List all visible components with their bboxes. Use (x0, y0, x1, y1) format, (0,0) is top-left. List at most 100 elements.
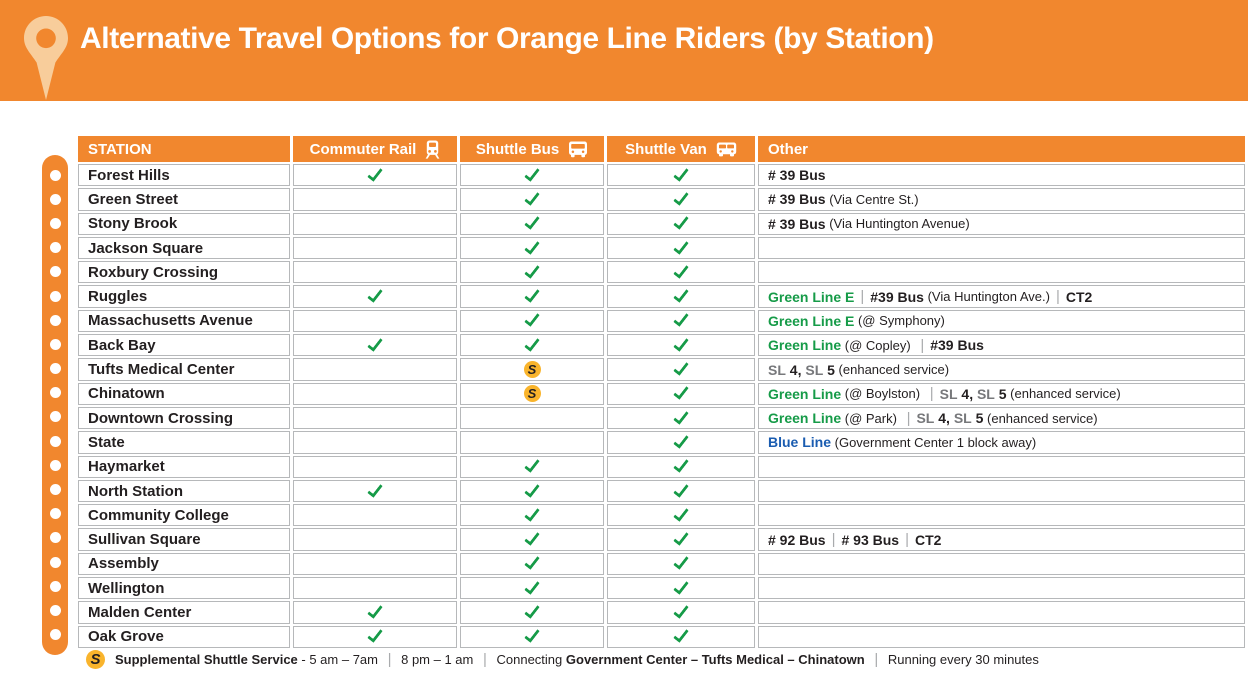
text-segment: SL (805, 361, 824, 378)
check-icon (673, 626, 689, 644)
shuttle-bus-cell (460, 528, 604, 551)
commuter-rail-cell (293, 431, 457, 454)
shuttle-bus-cell (460, 431, 604, 454)
shuttle-van-cell (607, 382, 755, 405)
station-name-cell: Jackson Square (78, 236, 290, 260)
commuter-rail-cell (293, 455, 457, 478)
row-dot (49, 629, 61, 641)
text-segment: Supplemental Shuttle Service (115, 652, 298, 667)
text-segment: , (797, 361, 806, 378)
station-name-cell: Roxbury Crossing (78, 261, 290, 284)
check-icon (367, 286, 383, 303)
station-name-cell: State (78, 431, 290, 454)
column-header-commuter-rail: Commuter Rail (293, 136, 457, 162)
text-segment: Green Line E (768, 312, 855, 329)
commuter-rail-cell (293, 382, 457, 405)
row-dot (49, 411, 61, 423)
other-options-cell: Blue Line (Government Center 1 block awa… (758, 431, 1245, 454)
text-segment: Green Line E (768, 288, 855, 305)
column-header-shuttle-bus: Shuttle Bus (460, 136, 604, 162)
check-icon (673, 529, 689, 546)
bus-icon (569, 141, 588, 157)
shuttle-bus-cell (460, 334, 604, 357)
row-dot (49, 580, 61, 592)
check-icon (673, 480, 689, 498)
shuttle-bus-cell (460, 188, 604, 211)
separator: | (905, 531, 909, 549)
row-dot (49, 290, 61, 302)
shuttle-van-cell (607, 236, 755, 260)
check-icon (524, 626, 540, 644)
other-options-cell: Green Line E | #39 Bus (Via Huntington Ave… (758, 285, 1245, 308)
station-name-cell: Chinatown (78, 382, 290, 405)
text-segment: # 93 Bus (841, 531, 900, 548)
train-icon (425, 140, 440, 159)
text-segment: #39 Bus (930, 337, 984, 354)
shuttle-van-cell (607, 188, 755, 211)
check-icon (673, 456, 689, 474)
supplemental-shuttle-legend-text: Supplemental Shuttle Service - 5 am – 7a… (115, 651, 1039, 668)
other-options-cell (758, 236, 1245, 260)
supplemental-shuttle-badge-icon: S (523, 385, 541, 403)
row-dot (49, 532, 61, 544)
text-segment: # 39 Bus (768, 215, 826, 232)
shuttle-bus-cell (460, 455, 604, 478)
station-name-cell: Assembly (78, 552, 290, 576)
shuttle-bus-cell (460, 212, 604, 235)
text-segment: # 39 Bus (768, 167, 826, 184)
check-icon (524, 480, 540, 498)
other-options-cell: Green Line (@ Boylston) | SL 4, SL 5 (enh… (758, 382, 1245, 405)
commuter-rail-cell (293, 309, 457, 333)
text-segment: 5 (971, 410, 984, 427)
other-options-cell (758, 625, 1245, 648)
commuter-rail-cell (293, 285, 457, 308)
text-segment: (@ Boylston) (841, 386, 924, 402)
check-icon (524, 237, 540, 255)
shuttle-bus-cell (460, 309, 604, 333)
station-name-cell: Green Street (78, 188, 290, 211)
text-segment: 4 (934, 410, 947, 427)
station-name-cell: Tufts Medical Center (78, 358, 290, 381)
commuter-rail-cell (293, 164, 457, 187)
commuter-rail-cell (293, 358, 457, 381)
text-segment: (@ Park) (841, 410, 901, 426)
check-icon (673, 310, 689, 328)
check-icon (524, 335, 540, 352)
other-options-cell (758, 261, 1245, 284)
text-segment: Blue Line (768, 434, 832, 451)
shuttle-van-cell (607, 334, 755, 357)
text-segment: Running every 30 minutes (884, 652, 1039, 667)
station-name-cell: Oak Grove (78, 625, 290, 648)
check-icon (673, 213, 689, 231)
text-segment: # 92 Bus (768, 531, 826, 548)
station-name-cell: Wellington (78, 577, 290, 600)
row-dot (49, 314, 61, 326)
check-icon (673, 383, 689, 401)
separator: | (929, 385, 934, 403)
text-segment: SL (916, 410, 935, 427)
separator: | (860, 288, 865, 306)
check-icon (367, 602, 383, 619)
text-segment: CT2 (1065, 288, 1093, 305)
column-header-shuttle-van: Shuttle Van (607, 136, 755, 162)
shuttle-van-cell (607, 552, 755, 576)
check-icon (524, 578, 540, 595)
other-options-cell (758, 601, 1245, 624)
other-options-cell (758, 455, 1245, 478)
shuttle-van-cell (607, 504, 755, 527)
station-name-cell: Forest Hills (78, 164, 290, 187)
row-dot (49, 169, 61, 181)
check-icon (524, 189, 540, 206)
station-name-cell: Haymarket (78, 455, 290, 478)
check-icon (673, 165, 689, 182)
shuttle-van-cell (607, 577, 755, 600)
column-header-commuter-rail-label: Commuter Rail (309, 140, 417, 158)
check-icon (524, 286, 540, 303)
separator: | (831, 531, 836, 549)
station-name-cell: Downtown Crossing (78, 406, 290, 430)
supplemental-shuttle-legend: S Supplemental Shuttle Service - 5 am – … (86, 650, 1039, 669)
station-name-cell: North Station (78, 479, 290, 503)
text-segment: 5 (823, 361, 835, 378)
column-header-other-label: Other (768, 140, 809, 158)
text-segment: , (946, 410, 954, 427)
